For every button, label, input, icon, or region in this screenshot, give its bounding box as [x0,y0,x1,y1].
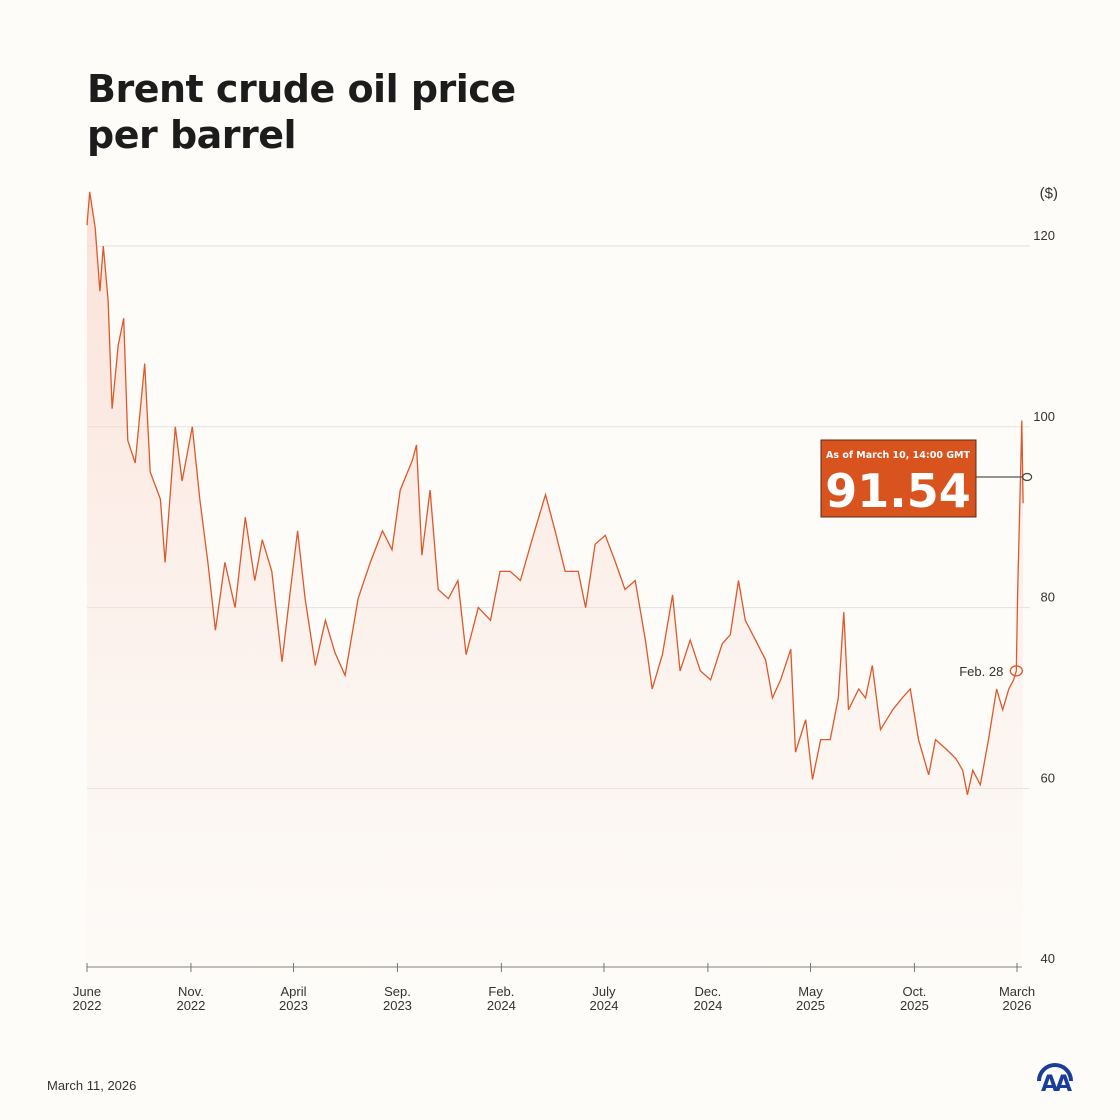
x-tick-label: Nov. [178,984,204,999]
x-tick-label: July [592,984,616,999]
x-tick-label: 2026 [1003,998,1032,1013]
x-tick-label: March [999,984,1035,999]
x-tick-label: 2022 [73,998,102,1013]
y-tick-label: 80 [1041,590,1055,605]
x-tick-label: 2025 [796,998,825,1013]
y-tick-label: 60 [1041,770,1055,785]
x-tick-label: 2024 [590,998,619,1013]
x-tick-label: Sep. [384,984,411,999]
y-tick-label: 40 [1041,951,1055,966]
x-tick-label: 2023 [383,998,412,1013]
title-line-1: Brent crude oil price [87,67,516,111]
latest-marker [1022,472,1033,482]
feb28-marker [1009,665,1023,677]
x-tick-label: 2024 [693,998,722,1013]
feb28-label: Feb. 28 [959,664,1003,679]
y-tick-label: 120 [1033,228,1055,243]
x-tick-label: June [73,984,101,999]
x-tick-label: 2022 [176,998,205,1013]
x-tick-label: 2023 [279,998,308,1013]
y-unit-label: ($) [1040,185,1058,202]
x-tick-label: 2024 [487,998,516,1013]
x-tick-label: 2025 [900,998,929,1013]
y-tick-label: 100 [1033,409,1055,424]
x-tick-label: Oct. [902,984,926,999]
x-tick-label: April [281,984,307,999]
price-area-fill [87,191,1024,968]
latest-caption: As of March 10, 14:00 GMT [826,450,970,461]
svg-text:AA: AA [1041,1072,1072,1093]
latest-value-box [820,439,977,518]
latest-value: 91.54 [825,464,971,518]
x-tick-label: Feb. [488,984,514,999]
publish-date: March 11, 2026 [47,1078,137,1093]
title-line-2: per barrel [87,113,297,157]
x-tick-label: May [798,984,823,999]
chart-title: Brent crude oil price per barrel [87,66,516,158]
x-tick-label: Dec. [695,984,722,999]
price-line [86,191,1024,795]
